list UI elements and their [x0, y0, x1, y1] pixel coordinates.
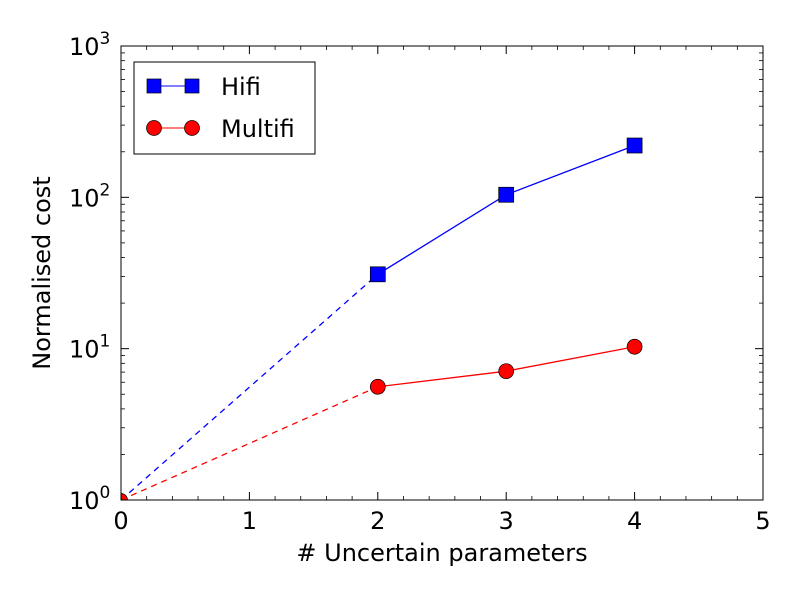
x-tick-label: 3: [499, 507, 514, 535]
x-tick-label: 2: [370, 507, 385, 535]
x-tick-label: 0: [113, 507, 128, 535]
legend: Hifi Multifi: [133, 61, 316, 155]
origin-marker: [121, 493, 128, 500]
series-multifi-point: [626, 338, 643, 355]
legend-multifi-label: Multifi: [221, 115, 295, 143]
legend-hifi-marker-right: [184, 78, 200, 94]
ticks-layer: 0 1 2 3 4 5 100 101 102 103: [69, 29, 771, 535]
y-tick-label: 100: [69, 483, 110, 515]
series-hifi-point: [498, 186, 515, 203]
legend-multifi-marker-left: [146, 120, 162, 136]
series-hifi-point: [626, 137, 643, 154]
series-hifi-line: [377, 144, 635, 275]
series-hifi-extrapolation: [120, 273, 379, 501]
y-tick-label: 102: [69, 180, 110, 212]
series-multifi-point: [369, 378, 386, 395]
plot-layer: [120, 137, 643, 501]
x-axis-label: # Uncertain parameters: [296, 539, 587, 567]
x-tick-label: 4: [627, 507, 642, 535]
series-multifi-extrapolation: [120, 386, 379, 501]
legend-multifi-marker-right: [184, 120, 200, 136]
series-hifi-point: [369, 266, 386, 283]
x-tick-label: 1: [242, 507, 257, 535]
y-tick-label: 101: [69, 332, 110, 364]
legend-hifi-label: Hifi: [221, 73, 261, 101]
legend-box: [133, 61, 316, 155]
x-tick-label: 5: [755, 507, 770, 535]
legend-hifi-marker-left: [146, 78, 162, 94]
series-multifi-point: [498, 363, 515, 380]
y-tick-label: 103: [69, 29, 110, 61]
y-axis-label: Normalised cost: [28, 176, 56, 369]
plot-frame: [120, 45, 764, 501]
